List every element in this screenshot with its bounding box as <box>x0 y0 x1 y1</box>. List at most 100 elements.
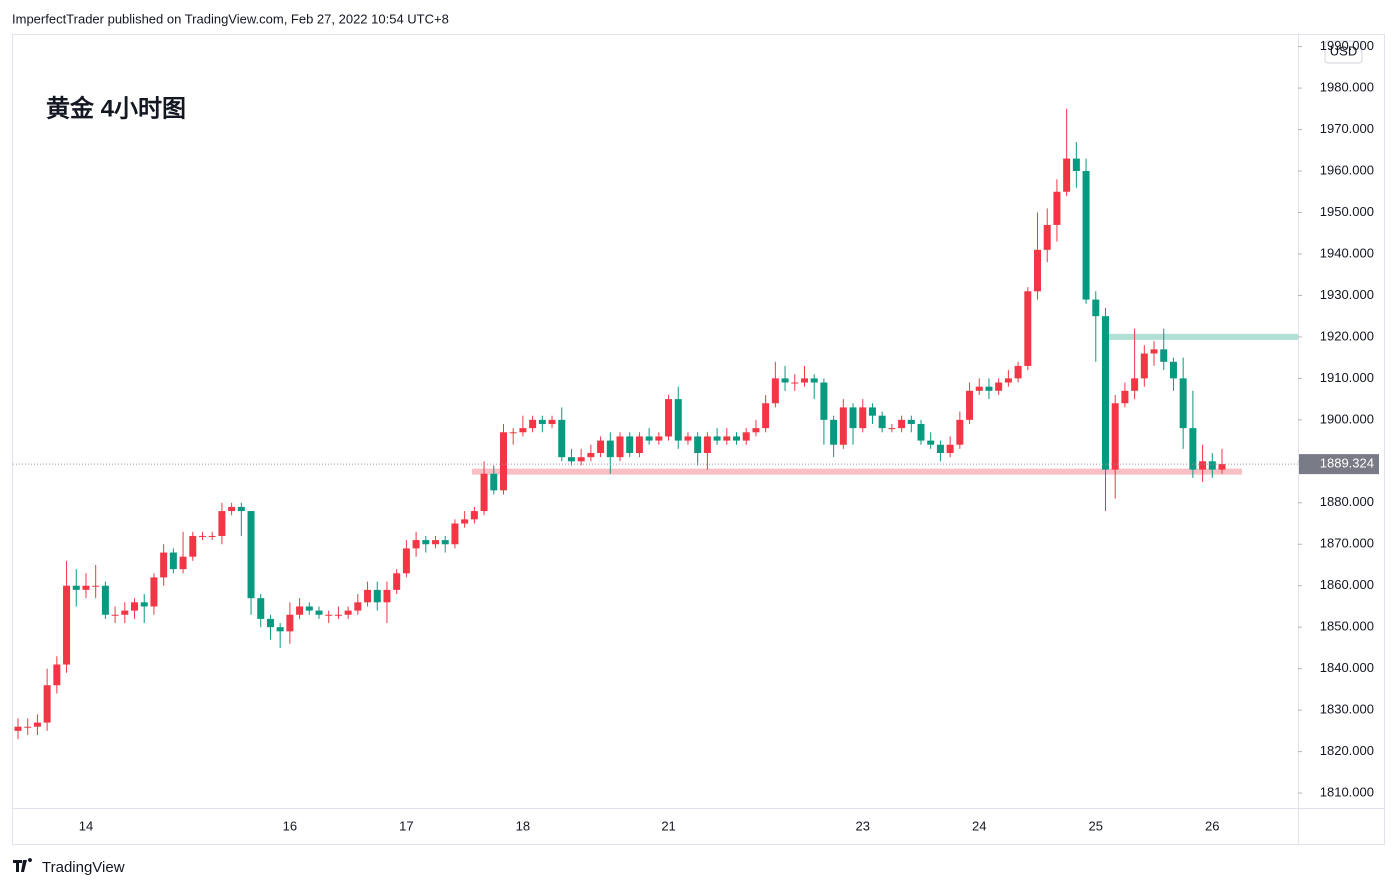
candle-body <box>14 726 22 731</box>
y-tick-label: 1880.000 <box>1320 494 1374 509</box>
candle-body <box>33 722 41 727</box>
candle-body <box>72 585 80 590</box>
candle-body <box>771 378 779 404</box>
candle-body <box>849 407 857 429</box>
candle-body <box>499 432 507 491</box>
candle-body <box>422 540 430 545</box>
x-tick-label: 17 <box>399 818 413 833</box>
candle-body <box>529 419 537 429</box>
y-tick-label: 1930.000 <box>1320 287 1374 302</box>
y-tick-label: 1810.000 <box>1320 785 1374 800</box>
candle-body <box>121 610 129 615</box>
candle-body <box>228 506 236 512</box>
candle-body <box>266 618 274 628</box>
candle-body <box>878 415 886 429</box>
candle-body <box>470 511 478 520</box>
candle-body <box>461 519 469 524</box>
candle-body <box>257 598 265 619</box>
candle-body <box>189 535 197 557</box>
footer-brand: TradingView <box>42 859 125 876</box>
candle-body <box>830 419 838 445</box>
candle-body <box>1101 316 1109 470</box>
candle-body <box>917 423 925 441</box>
candle-body <box>509 432 517 434</box>
candle-body <box>635 436 643 454</box>
candle-body <box>626 436 634 454</box>
candle-body <box>373 589 381 603</box>
footer-logo <box>13 858 32 872</box>
chart-title: 黄金 4小时图 <box>46 94 186 122</box>
candle-body <box>198 535 206 537</box>
candle-body <box>684 436 692 441</box>
candle-body <box>752 428 760 433</box>
candle-body <box>490 473 498 491</box>
candle-body <box>1199 461 1207 470</box>
candle-body <box>606 440 614 458</box>
candle-body <box>985 386 993 391</box>
candle-body <box>24 726 32 728</box>
candle-body <box>1160 349 1168 362</box>
candle-body <box>150 577 158 607</box>
candle-body <box>305 606 313 611</box>
y-tick-label: 1860.000 <box>1320 577 1374 592</box>
candle-body <box>53 664 61 686</box>
candle-body <box>800 378 808 383</box>
candle-body <box>558 419 566 458</box>
candle-body <box>956 419 964 445</box>
candle-body <box>839 407 847 445</box>
candle-body <box>538 419 546 424</box>
candle-body <box>820 382 828 420</box>
y-tick-label: 1940.000 <box>1320 245 1374 260</box>
candle-body <box>762 403 770 429</box>
candle-body <box>237 506 245 512</box>
candle-body <box>936 444 944 454</box>
candle-body <box>1150 349 1158 354</box>
x-tick-label: 14 <box>79 818 93 833</box>
candle-body <box>1140 353 1148 379</box>
y-tick-label: 1910.000 <box>1320 370 1374 385</box>
candle-body <box>519 428 527 433</box>
y-tick-label: 1990.000 <box>1320 38 1374 53</box>
y-tick-label: 1920.000 <box>1320 328 1374 343</box>
candle-body <box>655 436 663 441</box>
candle-body <box>169 552 177 570</box>
candle-body <box>703 436 711 454</box>
candle-body <box>344 610 352 615</box>
x-tick-label: 16 <box>283 818 297 833</box>
candle-body <box>218 511 226 536</box>
candle-body <box>393 573 401 590</box>
candle-body <box>160 552 168 578</box>
y-tick-label: 1960.000 <box>1320 162 1374 177</box>
candle-body <box>1034 249 1042 292</box>
currency-badge <box>1324 40 1363 64</box>
candle-body <box>140 602 148 607</box>
candle-body <box>432 540 440 545</box>
candle-body <box>208 535 216 537</box>
candle-body <box>82 585 90 590</box>
candle-body <box>975 386 983 391</box>
candle-body <box>480 473 488 512</box>
candle-body <box>810 378 818 383</box>
candle-body <box>791 382 799 384</box>
candle-body <box>616 436 624 458</box>
candle-body <box>1121 390 1129 404</box>
candle-body <box>781 378 789 383</box>
candle-body <box>325 614 333 616</box>
candle-body <box>383 589 391 603</box>
candle-body <box>733 436 741 441</box>
candle-body <box>412 540 420 549</box>
y-tick-label: 1840.000 <box>1320 660 1374 675</box>
candle-body <box>286 614 294 632</box>
candle-body <box>567 457 575 462</box>
candle-body <box>995 382 1003 391</box>
candle-body <box>597 440 605 454</box>
candle-body <box>111 614 119 616</box>
plot <box>13 108 1298 740</box>
candle-body <box>966 390 974 420</box>
candle-body <box>402 548 410 574</box>
candle-body <box>674 399 682 441</box>
candle-body <box>441 540 449 545</box>
candle-body <box>1189 428 1197 470</box>
candle-body <box>577 457 585 462</box>
